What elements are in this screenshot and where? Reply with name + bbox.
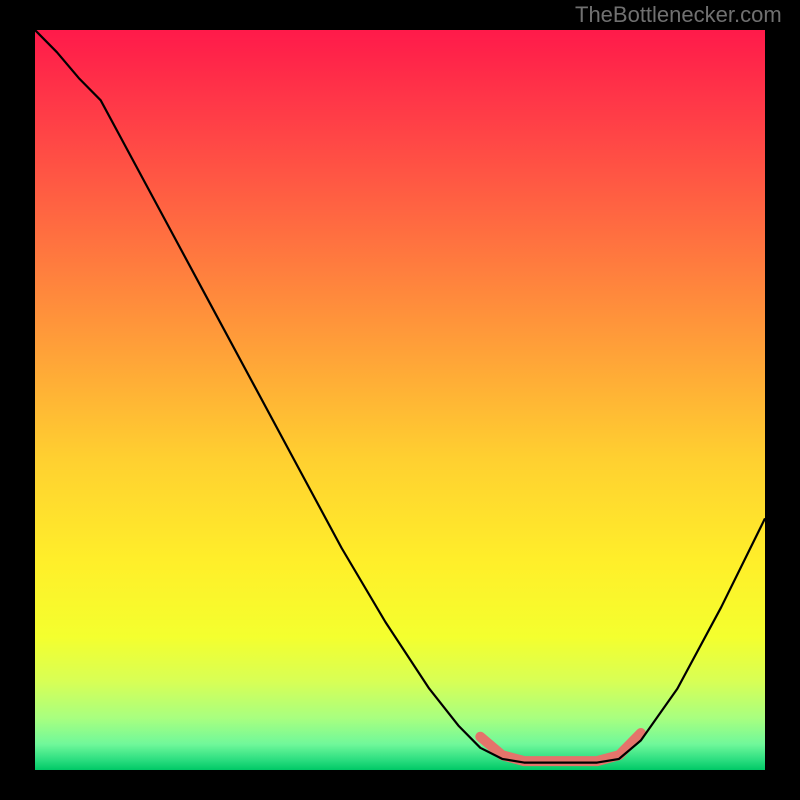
watermark-text: TheBottlenecker.com	[575, 2, 782, 28]
plot-area	[35, 30, 765, 770]
bottleneck-curve	[35, 30, 765, 770]
chart-root: TheBottlenecker.com	[0, 0, 800, 800]
